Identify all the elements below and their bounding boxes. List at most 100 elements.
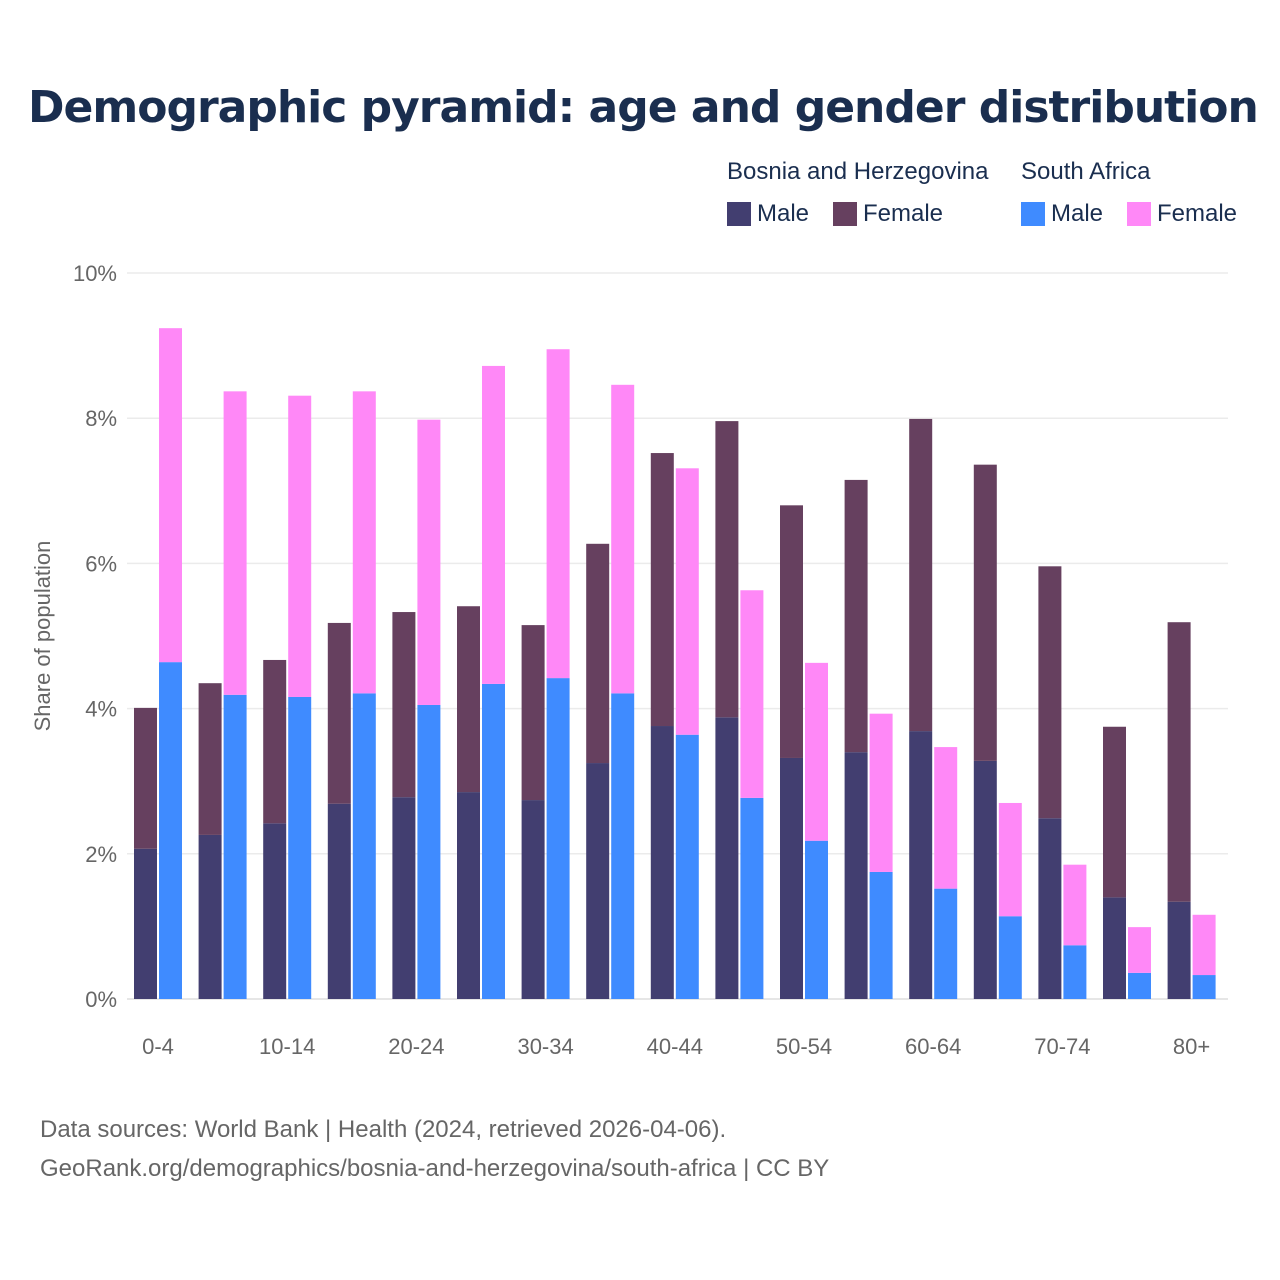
bar-bih-female-75-79[interactable] bbox=[1103, 726, 1126, 898]
bar-sa-female-5-9[interactable] bbox=[223, 391, 247, 695]
bar-bih-male-20-24[interactable] bbox=[392, 797, 416, 999]
bar-sa-male-45-49[interactable] bbox=[740, 797, 764, 999]
bar-bih-female-30-34[interactable] bbox=[521, 625, 545, 801]
x-tick-label: 0-4 bbox=[142, 1034, 174, 1059]
bar-bih-male-55-59[interactable] bbox=[844, 752, 868, 999]
bar-bih-female-20-24[interactable] bbox=[392, 612, 416, 798]
bar-bih-male-70-74[interactable] bbox=[1038, 818, 1062, 999]
bar-sa-male-65-69[interactable] bbox=[998, 916, 1022, 999]
bar-sa-male-30-34[interactable] bbox=[546, 678, 570, 999]
bar-bih-male-50-54[interactable] bbox=[780, 757, 803, 999]
legend-sa-female[interactable]: Female bbox=[1127, 200, 1237, 228]
bar-sa-female-75-79[interactable] bbox=[1128, 927, 1151, 973]
y-tick-label: 10% bbox=[73, 261, 117, 286]
bar-bih-female-35-39[interactable] bbox=[586, 543, 610, 764]
legend-swatch bbox=[1127, 202, 1151, 226]
y-tick-label: 4% bbox=[85, 697, 117, 722]
legend-label: Male bbox=[1051, 200, 1104, 227]
bar-sa-female-30-34[interactable] bbox=[546, 349, 570, 679]
bar-bih-female-10-14[interactable] bbox=[263, 659, 287, 824]
chart-title: Demographic pyramid: age and gender dist… bbox=[28, 82, 1259, 133]
bar-sa-male-25-29[interactable] bbox=[482, 683, 505, 999]
x-tick-label: 30-34 bbox=[517, 1034, 573, 1059]
legend-label: Female bbox=[863, 200, 944, 227]
source-line-2[interactable]: GeoRank.org/demographics/bosnia-and-herz… bbox=[40, 1155, 830, 1182]
bar-bih-male-15-19[interactable] bbox=[327, 803, 351, 999]
bar-bih-female-60-64[interactable] bbox=[909, 418, 933, 732]
bar-bih-female-55-59[interactable] bbox=[844, 479, 868, 753]
bar-sa-female-80+[interactable] bbox=[1192, 914, 1216, 976]
bar-sa-male-10-14[interactable] bbox=[288, 696, 312, 999]
y-tick-label: 0% bbox=[85, 987, 117, 1012]
x-tick-label: 50-54 bbox=[776, 1034, 832, 1059]
legend-group-sa: South Africa bbox=[1021, 158, 1151, 185]
legend-swatch bbox=[833, 202, 857, 226]
bar-bih-male-40-44[interactable] bbox=[650, 726, 674, 999]
bar-sa-female-65-69[interactable] bbox=[998, 802, 1022, 917]
bar-sa-male-75-79[interactable] bbox=[1128, 972, 1151, 999]
y-axis-label: Share of population bbox=[30, 541, 55, 732]
bar-sa-male-15-19[interactable] bbox=[352, 693, 376, 999]
bar-sa-male-35-39[interactable] bbox=[611, 693, 635, 999]
bar-sa-male-50-54[interactable] bbox=[805, 840, 828, 999]
y-tick-label: 8% bbox=[85, 406, 117, 431]
bar-bih-male-75-79[interactable] bbox=[1103, 897, 1126, 999]
source-line-1: Data sources: World Bank | Health (2024,… bbox=[40, 1116, 727, 1143]
x-tick-label: 60-64 bbox=[905, 1034, 961, 1059]
bar-bih-female-70-74[interactable] bbox=[1038, 566, 1062, 819]
bar-bih-male-25-29[interactable] bbox=[457, 792, 480, 999]
x-tick-label: 80+ bbox=[1173, 1034, 1210, 1059]
bar-bih-female-0-4[interactable] bbox=[134, 707, 157, 849]
bar-bih-male-45-49[interactable] bbox=[715, 717, 739, 999]
legend-swatch bbox=[727, 202, 751, 226]
bar-bih-female-5-9[interactable] bbox=[198, 683, 222, 835]
bar-sa-female-25-29[interactable] bbox=[482, 365, 505, 684]
bar-bih-male-30-34[interactable] bbox=[521, 800, 545, 999]
bar-sa-male-60-64[interactable] bbox=[934, 888, 958, 999]
bar-sa-female-0-4[interactable] bbox=[159, 328, 182, 663]
bar-bih-male-5-9[interactable] bbox=[198, 834, 222, 999]
legend-swatch bbox=[1021, 202, 1045, 226]
bar-bih-female-15-19[interactable] bbox=[327, 622, 351, 804]
bar-sa-male-40-44[interactable] bbox=[675, 734, 699, 999]
bar-bih-male-35-39[interactable] bbox=[586, 763, 610, 999]
bar-sa-female-15-19[interactable] bbox=[352, 391, 376, 694]
bar-bih-male-60-64[interactable] bbox=[909, 731, 933, 999]
bar-bih-male-65-69[interactable] bbox=[973, 760, 997, 999]
bar-sa-male-55-59[interactable] bbox=[869, 871, 893, 999]
bar-sa-female-45-49[interactable] bbox=[740, 590, 764, 798]
bar-bih-female-25-29[interactable] bbox=[457, 606, 480, 793]
bar-sa-male-80+[interactable] bbox=[1192, 975, 1216, 999]
bar-sa-female-35-39[interactable] bbox=[611, 384, 635, 694]
bar-bih-male-10-14[interactable] bbox=[263, 823, 287, 999]
bar-bih-female-80+[interactable] bbox=[1167, 622, 1191, 902]
bar-bih-male-0-4[interactable] bbox=[134, 848, 157, 999]
bar-sa-female-50-54[interactable] bbox=[805, 662, 828, 841]
bar-sa-female-70-74[interactable] bbox=[1063, 864, 1087, 946]
bar-sa-male-20-24[interactable] bbox=[417, 704, 441, 999]
legend-bih-female[interactable]: Female bbox=[833, 200, 943, 228]
x-tick-label: 10-14 bbox=[259, 1034, 315, 1059]
y-tick-label: 6% bbox=[85, 551, 117, 576]
bar-sa-female-60-64[interactable] bbox=[934, 747, 958, 889]
bar-sa-female-55-59[interactable] bbox=[869, 713, 893, 872]
bar-sa-male-5-9[interactable] bbox=[223, 694, 247, 999]
x-tick-label: 40-44 bbox=[647, 1034, 703, 1059]
bar-bih-female-65-69[interactable] bbox=[973, 464, 997, 761]
bar-sa-female-20-24[interactable] bbox=[417, 419, 441, 705]
x-tick-label: 70-74 bbox=[1034, 1034, 1090, 1059]
bar-bih-female-50-54[interactable] bbox=[780, 505, 803, 758]
bar-sa-male-0-4[interactable] bbox=[159, 662, 182, 999]
bar-sa-female-10-14[interactable] bbox=[288, 395, 312, 697]
bar-bih-female-40-44[interactable] bbox=[650, 453, 674, 727]
bar-bih-female-45-49[interactable] bbox=[715, 421, 739, 718]
legend-label: Male bbox=[757, 200, 810, 227]
bar-sa-male-70-74[interactable] bbox=[1063, 945, 1087, 999]
legend-group-bih: Bosnia and Herzegovina bbox=[727, 158, 989, 185]
legend-sa-male[interactable]: Male bbox=[1021, 200, 1103, 228]
y-tick-label: 2% bbox=[85, 842, 117, 867]
bar-sa-female-40-44[interactable] bbox=[675, 468, 699, 735]
bar-bih-male-80+[interactable] bbox=[1167, 901, 1191, 999]
legend-bih-male[interactable]: Male bbox=[727, 200, 809, 228]
